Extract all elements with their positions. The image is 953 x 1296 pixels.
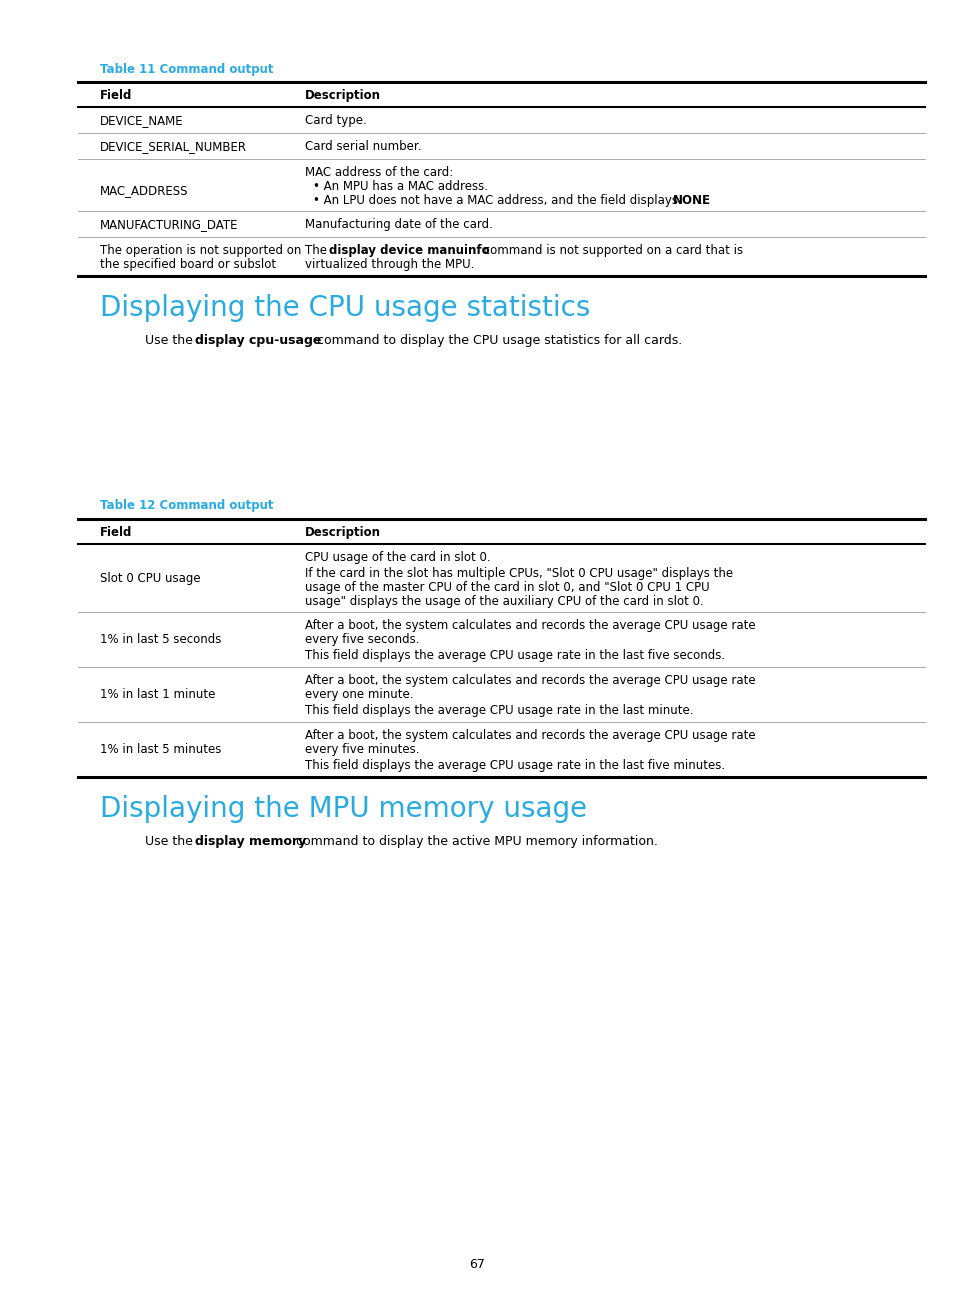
Text: display device manuinfo: display device manuinfo xyxy=(328,244,489,257)
Text: Use the: Use the xyxy=(145,334,196,347)
Text: Table 12 Command output: Table 12 Command output xyxy=(100,499,274,512)
Text: • An MPU has a MAC address.: • An MPU has a MAC address. xyxy=(313,180,488,193)
Text: DEVICE_SERIAL_NUMBER: DEVICE_SERIAL_NUMBER xyxy=(100,140,247,153)
Text: 1% in last 1 minute: 1% in last 1 minute xyxy=(100,688,215,701)
Text: command to display the active MPU memory information.: command to display the active MPU memory… xyxy=(292,835,658,848)
Text: NONE: NONE xyxy=(672,194,710,207)
Text: MAC_ADDRESS: MAC_ADDRESS xyxy=(100,184,189,197)
Text: Slot 0 CPU usage: Slot 0 CPU usage xyxy=(100,572,200,584)
Text: usage" displays the usage of the auxiliary CPU of the card in slot 0.: usage" displays the usage of the auxilia… xyxy=(305,595,703,608)
Text: Field: Field xyxy=(100,526,132,539)
Text: Displaying the CPU usage statistics: Displaying the CPU usage statistics xyxy=(100,294,590,321)
Text: Card serial number.: Card serial number. xyxy=(305,140,421,153)
Text: This field displays the average CPU usage rate in the last five seconds.: This field displays the average CPU usag… xyxy=(305,649,724,662)
Text: If the card in the slot has multiple CPUs, "Slot 0 CPU usage" displays the: If the card in the slot has multiple CPU… xyxy=(305,568,732,581)
Text: 1% in last 5 minutes: 1% in last 5 minutes xyxy=(100,743,221,756)
Text: The: The xyxy=(305,244,331,257)
Text: usage of the master CPU of the card in slot 0, and "Slot 0 CPU 1 CPU: usage of the master CPU of the card in s… xyxy=(305,581,709,594)
Text: The operation is not supported on: The operation is not supported on xyxy=(100,244,301,257)
Text: command is not supported on a card that is: command is not supported on a card that … xyxy=(479,244,742,257)
Text: virtualized through the MPU.: virtualized through the MPU. xyxy=(305,258,474,271)
Text: After a boot, the system calculates and records the average CPU usage rate: After a boot, the system calculates and … xyxy=(305,674,755,687)
Text: Card type.: Card type. xyxy=(305,114,366,127)
Text: Use the: Use the xyxy=(145,835,196,848)
Text: display cpu-usage: display cpu-usage xyxy=(194,334,321,347)
Text: 67: 67 xyxy=(469,1258,484,1271)
Text: every one minute.: every one minute. xyxy=(305,688,413,701)
Text: After a boot, the system calculates and records the average CPU usage rate: After a boot, the system calculates and … xyxy=(305,728,755,743)
Text: After a boot, the system calculates and records the average CPU usage rate: After a boot, the system calculates and … xyxy=(305,619,755,632)
Text: 1% in last 5 seconds: 1% in last 5 seconds xyxy=(100,632,221,645)
Text: CPU usage of the card in slot 0.: CPU usage of the card in slot 0. xyxy=(305,551,490,564)
Text: • An LPU does not have a MAC address, and the field displays: • An LPU does not have a MAC address, an… xyxy=(313,194,681,207)
Text: This field displays the average CPU usage rate in the last five minutes.: This field displays the average CPU usag… xyxy=(305,759,724,772)
Text: Field: Field xyxy=(100,89,132,102)
Text: This field displays the average CPU usage rate in the last minute.: This field displays the average CPU usag… xyxy=(305,704,693,717)
Text: MAC address of the card:: MAC address of the card: xyxy=(305,166,453,179)
Text: Description: Description xyxy=(305,89,380,102)
Text: command to display the CPU usage statistics for all cards.: command to display the CPU usage statist… xyxy=(313,334,681,347)
Text: every five minutes.: every five minutes. xyxy=(305,743,419,756)
Text: every five seconds.: every five seconds. xyxy=(305,632,419,645)
Text: display memory: display memory xyxy=(194,835,306,848)
Text: Table 11 Command output: Table 11 Command output xyxy=(100,64,274,76)
Text: Manufacturing date of the card.: Manufacturing date of the card. xyxy=(305,218,493,231)
Text: DEVICE_NAME: DEVICE_NAME xyxy=(100,114,183,127)
Text: Description: Description xyxy=(305,526,380,539)
Text: Displaying the MPU memory usage: Displaying the MPU memory usage xyxy=(100,794,586,823)
Text: MANUFACTURING_DATE: MANUFACTURING_DATE xyxy=(100,218,238,231)
Text: .: . xyxy=(698,194,701,207)
Text: the specified board or subslot: the specified board or subslot xyxy=(100,258,275,271)
